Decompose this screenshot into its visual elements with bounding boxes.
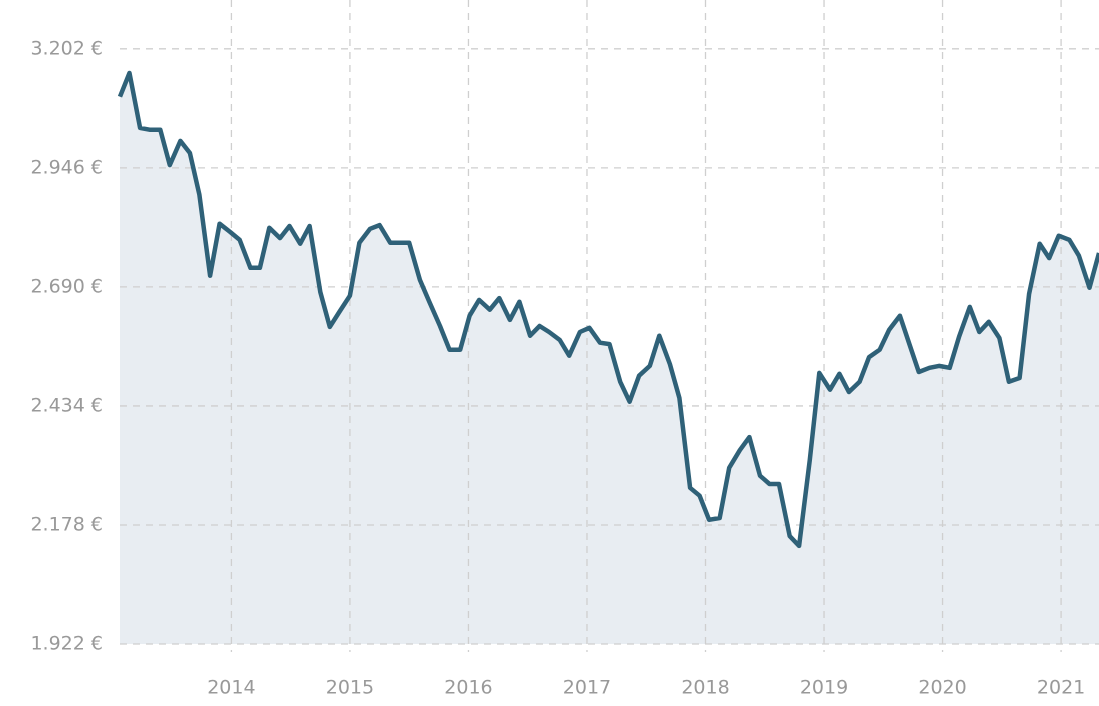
y-tick-label: 2.434 €: [30, 394, 103, 416]
line: [117, 70, 1099, 549]
y-tick-label: 2.690 €: [30, 275, 103, 297]
x-tick-label: 2021: [1037, 677, 1085, 699]
x-tick-label: 2016: [444, 677, 492, 699]
x-tick-label: 2019: [800, 677, 848, 699]
x-tick-label: 2020: [918, 677, 966, 699]
area: [120, 73, 1099, 644]
y-tick-label: 3.202 €: [30, 37, 103, 59]
y-tick-label: 2.946 €: [30, 156, 103, 178]
x-tick-label: 2015: [326, 677, 374, 699]
y-tick-label: 2.178 €: [30, 513, 103, 535]
x-tick-label: 2017: [563, 677, 611, 699]
x-tick-label: 2014: [207, 677, 255, 699]
x-tick-label: 2018: [681, 677, 729, 699]
y-tick-label: 1.922 €: [30, 633, 103, 655]
